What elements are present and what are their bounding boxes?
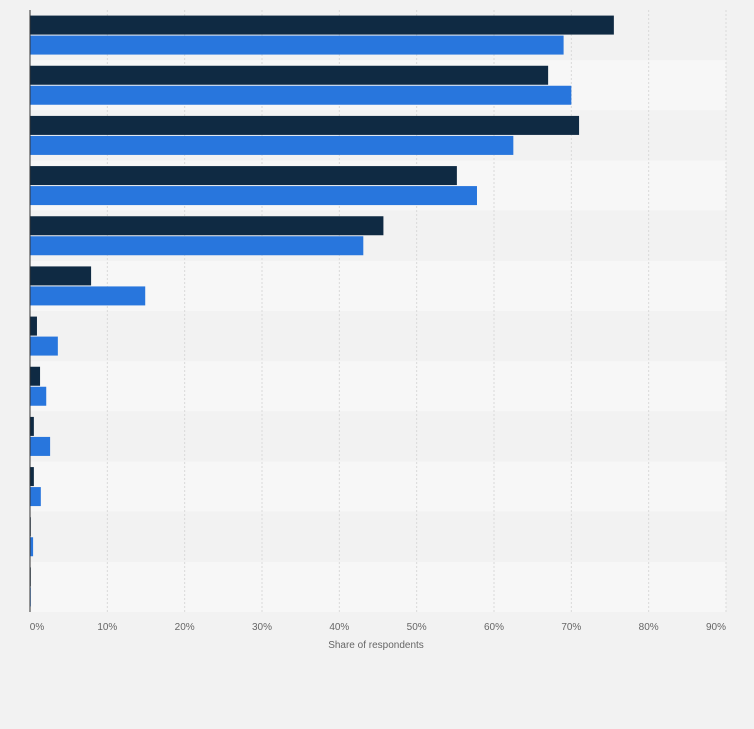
bar — [30, 266, 92, 286]
bar — [30, 316, 37, 336]
row-band — [30, 361, 726, 412]
bar — [30, 336, 58, 356]
bar — [30, 436, 51, 456]
gridlines — [106, 10, 727, 612]
x-tick-label: 10% — [97, 622, 117, 633]
bar — [30, 35, 564, 55]
bar — [30, 236, 364, 256]
bar — [30, 286, 146, 306]
row-band — [30, 260, 726, 311]
bar — [30, 487, 41, 507]
bar — [30, 166, 457, 186]
bar — [30, 115, 580, 135]
x-tick-label: 90% — [706, 622, 726, 633]
x-tick-label: 70% — [561, 622, 581, 633]
row-band — [30, 311, 726, 362]
x-tick-label: 20% — [175, 622, 195, 633]
bar — [30, 216, 384, 236]
bars — [30, 15, 614, 607]
x-tick-label: 80% — [639, 622, 659, 633]
row-band — [30, 511, 726, 562]
row-band — [30, 461, 726, 512]
bar — [30, 386, 47, 406]
bar — [30, 537, 34, 557]
x-axis-ticks: 0% 10% 20% 30% 40% 50% 60% 70% 80% 90% — [30, 622, 726, 633]
bar — [30, 467, 34, 487]
row-band — [30, 411, 726, 462]
x-tick-label: 0% — [30, 622, 45, 633]
x-tick-label: 30% — [252, 622, 272, 633]
row-bands — [30, 10, 726, 612]
x-tick-label: 40% — [329, 622, 349, 633]
bar — [30, 186, 477, 206]
row-band — [30, 561, 726, 612]
bar — [30, 135, 514, 155]
x-tick-label: 50% — [407, 622, 427, 633]
bar — [30, 416, 34, 436]
bar — [30, 366, 41, 386]
bar — [30, 15, 614, 35]
bar — [30, 65, 549, 85]
bar — [30, 85, 572, 105]
x-axis-title: Share of respondents — [328, 640, 424, 651]
x-tick-label: 60% — [484, 622, 504, 633]
